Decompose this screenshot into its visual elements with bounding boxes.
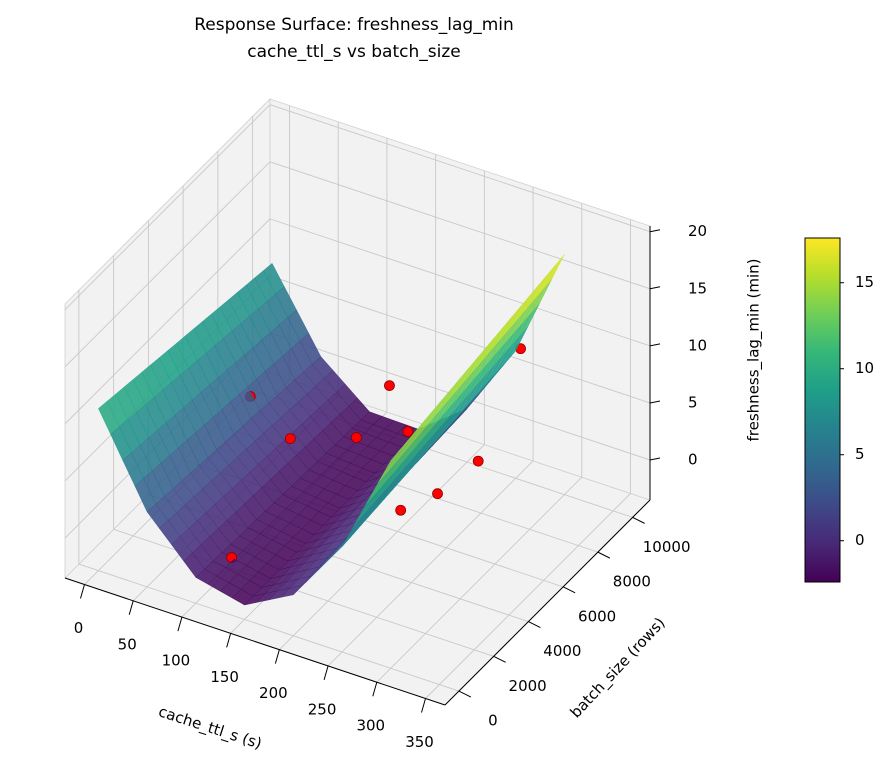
- x-tick: [323, 665, 329, 681]
- x-tick: [128, 600, 134, 615]
- x-tick-label: 200: [259, 684, 288, 702]
- grid-line: [269, 218, 651, 347]
- axes: 0501001502002503003500200040006000800010…: [64, 222, 707, 751]
- data-point: [472, 455, 484, 467]
- chart-subtitle: cache_ttl_s vs batch_size: [247, 42, 460, 62]
- z-tick-label: 10: [688, 336, 707, 354]
- data-point: [384, 380, 395, 391]
- y-tick: [597, 551, 611, 559]
- z-tick: [649, 343, 661, 347]
- data-point: [351, 432, 362, 443]
- data-point: [432, 488, 443, 500]
- z-tick: [649, 400, 661, 404]
- grid-line: [269, 104, 651, 233]
- x-tick-label: 250: [308, 700, 337, 718]
- z-tick: [649, 457, 661, 461]
- data-point: [395, 504, 407, 516]
- grid-line: [425, 493, 631, 699]
- colorbar-tick-label: 10: [855, 359, 874, 377]
- x-tick-label: 50: [118, 635, 137, 653]
- x-axis-label: cache_ttl_s (s): [156, 702, 264, 753]
- y-tick-label: 2000: [509, 677, 547, 695]
- colorbar: 0 5 10 15: [804, 237, 874, 583]
- x-tick: [274, 649, 280, 664]
- x-tick: [226, 633, 232, 648]
- z-tick-label: 0: [688, 451, 698, 469]
- y-tick: [458, 690, 472, 698]
- surface-patch: [378, 450, 400, 483]
- z-tick-label: 15: [688, 279, 707, 297]
- surface: [98, 254, 565, 606]
- colorbar-tick-label: 0: [855, 531, 865, 549]
- y-axis: [444, 499, 651, 706]
- x-tick-label: 0: [74, 619, 84, 637]
- colorbar-tick-label: 5: [855, 445, 865, 463]
- y-tick-label: 10000: [643, 538, 691, 556]
- x-tick: [372, 682, 378, 697]
- y-tick: [528, 621, 541, 629]
- data-point: [402, 426, 414, 437]
- grid-line: [64, 161, 271, 368]
- y-tick-label: 4000: [543, 642, 581, 660]
- grid-line: [269, 275, 651, 404]
- y-axis-label: batch_size (rows): [567, 614, 670, 722]
- x-axis: [64, 577, 446, 706]
- grid-line: [279, 444, 485, 650]
- x-tick: [80, 584, 85, 599]
- y-tick-label: 6000: [578, 607, 616, 625]
- z-axis-label: freshness_lag_min (min): [745, 259, 764, 442]
- grid-line: [64, 218, 271, 425]
- x-tick: [421, 698, 426, 713]
- grid-line: [376, 476, 583, 683]
- z-tick: [649, 229, 661, 233]
- grid-line: [327, 460, 534, 667]
- grid-line: [78, 563, 460, 692]
- colorbar-fill: [804, 237, 841, 583]
- grid-line: [64, 104, 271, 311]
- x-tick-label: 100: [162, 652, 191, 670]
- x-tick: [177, 616, 183, 632]
- x-tick-label: 350: [405, 733, 434, 751]
- grid-line: [269, 161, 651, 290]
- chart-title: Response Surface: freshness_lag_min: [194, 15, 514, 35]
- y-tick: [562, 586, 576, 594]
- colorbar-tick-label: 15: [855, 273, 874, 291]
- x-tick-label: 150: [210, 668, 239, 686]
- z-tick-label: 20: [688, 222, 707, 240]
- z-tick-label: 5: [688, 393, 698, 411]
- data-point: [284, 433, 296, 445]
- y-tick-label: 0: [488, 712, 498, 730]
- x-tick-label: 300: [356, 717, 385, 735]
- y-tick-label: 8000: [613, 573, 651, 591]
- y-tick: [632, 516, 645, 524]
- z-tick: [649, 286, 661, 290]
- y-tick: [493, 655, 506, 663]
